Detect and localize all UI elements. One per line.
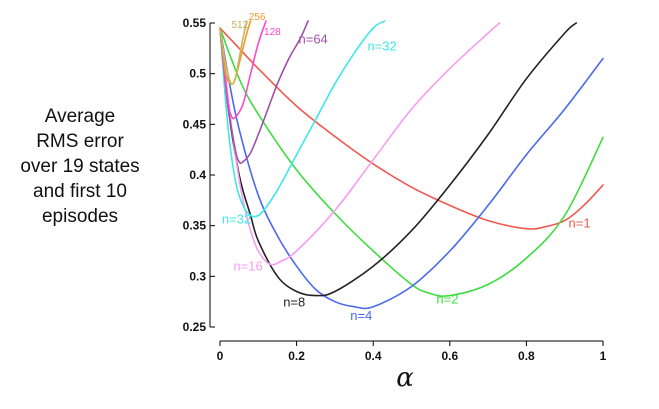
series-line-n4 (219, 27, 604, 310)
series-label-n32-upper: n=32 (367, 38, 396, 53)
x-axis-label: α (396, 363, 414, 393)
y-tick-label: 0.55 (183, 16, 207, 30)
x-tick-label: 0.4 (365, 349, 382, 363)
y-axis-label-line: Average (44, 106, 116, 127)
series-label-n2: n=2 (436, 292, 458, 307)
series-line-n512 (219, 20, 248, 85)
y-axis-label-line: over 19 states (20, 156, 140, 177)
y-axis-label-line: RMS error (36, 131, 124, 152)
y-tick-label: 0.5 (189, 67, 206, 81)
y-tick-label: 0.4 (189, 168, 206, 182)
series-label-n32: n=32 (222, 212, 251, 227)
series-line-n1 (219, 27, 604, 230)
series-line-n16 (219, 22, 501, 266)
y-tick-label: 0.45 (183, 117, 207, 131)
series-label-n4: n=4 (350, 308, 372, 323)
y-axis-label: Average RMS error over 19 states and fir… (0, 104, 160, 229)
series-label-n256: 256 (249, 12, 266, 23)
x-tick-label: 0 (217, 349, 224, 363)
series-label-n1: n=1 (569, 216, 591, 231)
series-label-n16: n=16 (233, 258, 262, 273)
series-line-n128 (219, 20, 267, 120)
series-group (219, 20, 604, 310)
series-label-n512: 512 (231, 20, 248, 31)
x-tick-label: 0.2 (288, 349, 305, 363)
series-label-n64: n=64 (299, 31, 328, 46)
axes: 0.25 0.3 0.35 0.4 0.45 0.5 0.55 0 0.2 0.4 0.6 0.8 1 (183, 16, 607, 363)
series-line-n64 (219, 20, 309, 164)
y-axis-label-line: and first 10 (33, 181, 127, 202)
series-line-n8 (219, 22, 577, 297)
y-axis-label-line: episodes (41, 206, 119, 227)
series-label-n8: n=8 (283, 295, 305, 310)
y-tick-label: 0.35 (183, 219, 207, 233)
x-tick-label: 0.8 (518, 349, 535, 363)
x-tick-label: 0.6 (441, 349, 458, 363)
y-tick-label: 0.25 (183, 320, 207, 334)
x-tick-label: 1 (600, 349, 607, 363)
y-tick-label: 0.3 (189, 269, 206, 283)
series-label-n128: 128 (264, 27, 281, 38)
series-line-n32 (219, 20, 386, 218)
series-line-n2 (219, 27, 604, 297)
